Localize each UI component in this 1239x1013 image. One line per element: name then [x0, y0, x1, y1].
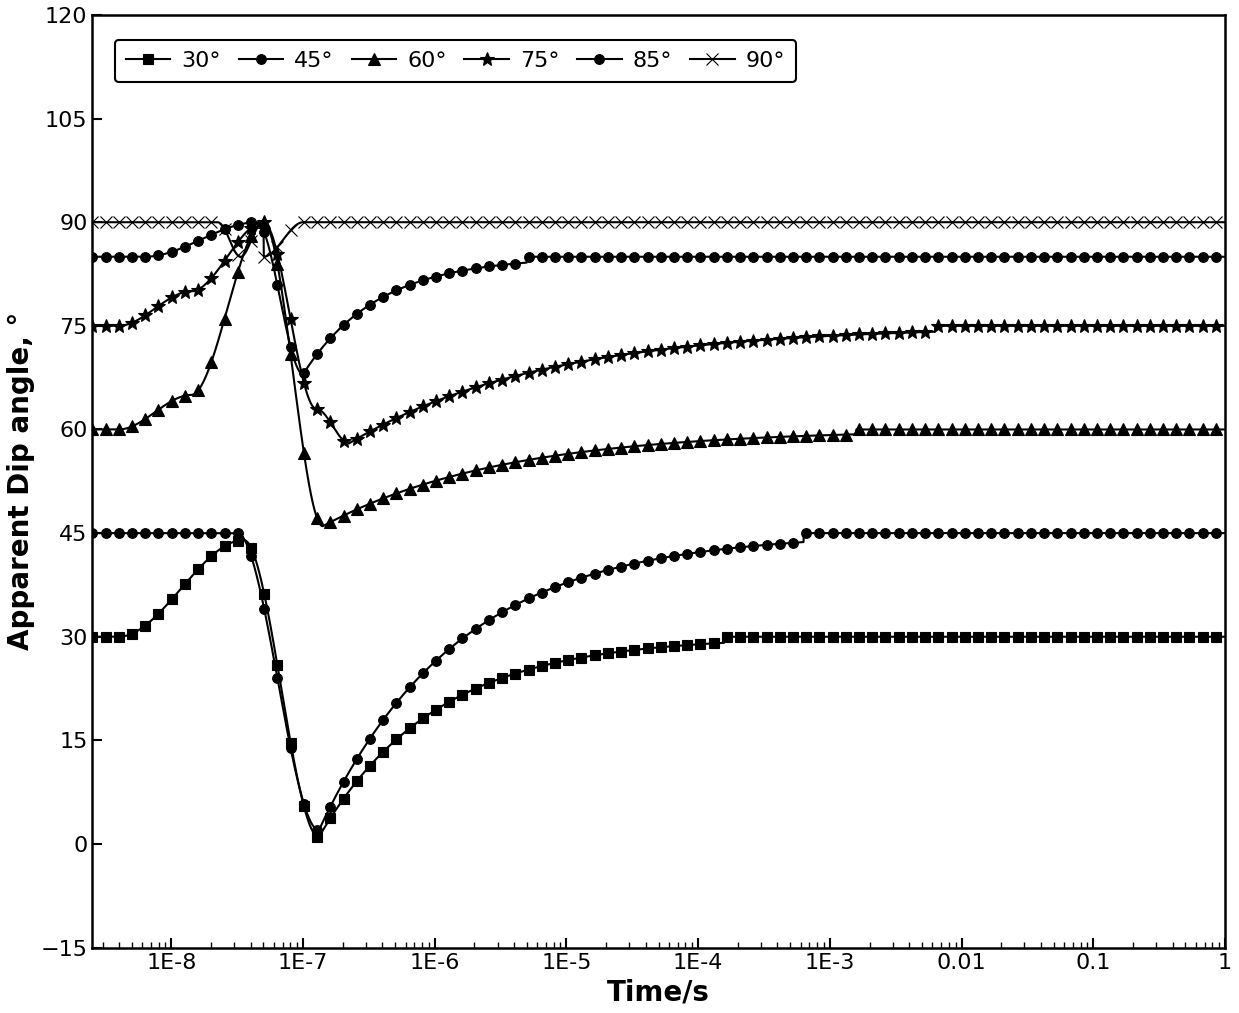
30°: [214, 542, 229, 554]
60°: [520, 454, 535, 466]
45°: [85, 527, 100, 539]
85°: [520, 250, 535, 262]
Line: 90°: 90°: [87, 216, 1232, 263]
75°: [1196, 320, 1211, 332]
75°: [281, 305, 296, 317]
85°: [281, 334, 296, 346]
60°: [256, 216, 271, 228]
90°: [1074, 216, 1089, 228]
Legend: 30°, 45°, 60°, 75°, 85°, 90°: 30°, 45°, 60°, 75°, 85°, 90°: [115, 41, 797, 82]
Line: 30°: 30°: [88, 535, 1230, 842]
45°: [569, 573, 584, 586]
30°: [85, 631, 100, 643]
75°: [214, 259, 229, 271]
90°: [281, 226, 296, 238]
90°: [1218, 216, 1233, 228]
85°: [85, 250, 100, 262]
60°: [1074, 423, 1089, 436]
60°: [1196, 423, 1211, 436]
60°: [569, 447, 584, 459]
30°: [1218, 631, 1233, 643]
75°: [1218, 320, 1233, 332]
90°: [214, 219, 229, 231]
Line: 60°: 60°: [87, 217, 1230, 532]
60°: [281, 337, 296, 349]
Line: 45°: 45°: [88, 528, 1230, 835]
90°: [569, 216, 584, 228]
X-axis label: Time/s: Time/s: [607, 979, 710, 1006]
30°: [520, 664, 535, 676]
45°: [311, 825, 326, 837]
75°: [342, 438, 357, 450]
60°: [315, 520, 330, 532]
75°: [1074, 320, 1089, 332]
85°: [1218, 250, 1233, 262]
85°: [296, 368, 311, 380]
90°: [519, 216, 534, 228]
Line: 85°: 85°: [88, 218, 1230, 379]
Y-axis label: Apparent Dip angle, °: Apparent Dip angle, °: [7, 312, 35, 650]
30°: [281, 728, 296, 741]
30°: [311, 831, 326, 843]
45°: [214, 527, 229, 539]
75°: [85, 320, 100, 332]
45°: [519, 593, 534, 605]
30°: [1074, 631, 1089, 643]
30°: [237, 534, 252, 546]
45°: [1218, 527, 1233, 539]
85°: [569, 250, 584, 262]
85°: [1074, 250, 1089, 262]
60°: [214, 323, 229, 335]
75°: [256, 216, 271, 228]
90°: [85, 216, 100, 228]
45°: [1074, 527, 1089, 539]
60°: [1218, 423, 1233, 436]
90°: [233, 250, 248, 262]
90°: [1196, 216, 1211, 228]
85°: [1196, 250, 1211, 262]
30°: [1196, 631, 1211, 643]
Line: 75°: 75°: [85, 216, 1232, 450]
85°: [214, 224, 229, 236]
60°: [85, 423, 100, 436]
30°: [569, 652, 584, 665]
75°: [520, 367, 535, 379]
75°: [569, 357, 584, 369]
85°: [249, 216, 264, 228]
45°: [1196, 527, 1211, 539]
45°: [281, 732, 296, 745]
